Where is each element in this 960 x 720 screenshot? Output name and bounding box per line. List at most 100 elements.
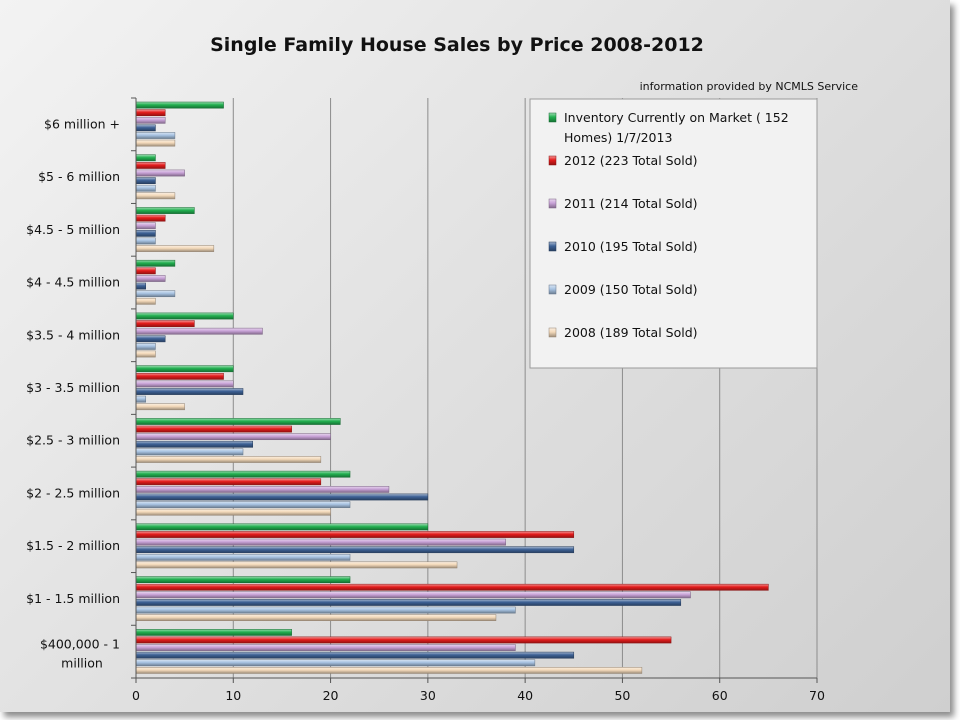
category-label: $2 - 2.5 million: [26, 485, 120, 500]
bar: [135, 207, 195, 214]
bar: [135, 561, 458, 569]
legend-swatch: [548, 284, 557, 295]
bar: [135, 320, 195, 327]
category-label: $5 - 6 million: [38, 169, 120, 184]
bar: [135, 651, 575, 659]
bar: [135, 403, 185, 411]
bar: [135, 576, 351, 583]
bar: [135, 606, 516, 614]
legend-label: Homes) 1/7/2013: [564, 130, 672, 145]
gridlines: [232, 98, 818, 678]
legend-swatch: [548, 112, 557, 123]
tick-labels: 0 10 20 30 40 50 60 70: [132, 688, 825, 703]
bar: [135, 245, 215, 252]
bar: [135, 433, 331, 441]
category-label: million: [61, 656, 103, 671]
bar: [135, 139, 176, 147]
bar: [135, 154, 156, 162]
bar: [135, 440, 253, 448]
bar: [135, 659, 536, 667]
bar: [135, 327, 263, 335]
bar: [135, 523, 429, 531]
bar: [135, 380, 234, 388]
bar: [135, 116, 166, 124]
bar: [135, 230, 156, 237]
bar: [135, 425, 292, 433]
bar: [135, 214, 166, 222]
bar: [135, 583, 769, 591]
bar: [135, 531, 575, 538]
bar: [135, 184, 156, 192]
bar: [135, 275, 166, 282]
bar: [135, 350, 156, 358]
bar: [135, 109, 166, 117]
legend-swatch: [548, 198, 557, 209]
bar: [135, 124, 156, 132]
bar: [135, 192, 176, 200]
category-label: $4 - 4.5 million: [26, 275, 120, 290]
category-label: $4.5 - 5 million: [26, 222, 120, 237]
category-label: $3 - 3.5 million: [26, 380, 120, 395]
bar: [135, 456, 322, 463]
legend-swatch: [548, 241, 557, 252]
x-tick-label: 10: [225, 688, 241, 703]
bars-group: [135, 101, 769, 674]
category-label: $1 - 1.5 million: [26, 591, 120, 606]
bar: [135, 448, 244, 456]
bar: [135, 501, 351, 508]
bar: [135, 470, 351, 478]
bar: [135, 478, 322, 486]
bar: [135, 644, 516, 651]
axes: [131, 97, 818, 683]
bar: [135, 259, 176, 267]
bar: [135, 546, 575, 554]
category-label: $2.5 - 3 million: [26, 433, 120, 448]
legend-swatch: [548, 327, 557, 338]
bar: [135, 282, 146, 290]
legend-label: 2008 (189 Total Sold): [564, 325, 698, 340]
bar: [135, 493, 429, 501]
category-label: $400,000 - 1: [40, 637, 120, 652]
bar: [135, 418, 341, 425]
bar: [135, 553, 351, 561]
bar: [135, 538, 506, 546]
bar: [135, 388, 244, 395]
legend: Inventory Currently on Market ( 152 Homes…: [529, 98, 818, 369]
bar: [135, 297, 156, 305]
bar: [135, 162, 166, 169]
bar: [135, 636, 672, 644]
x-tick-label: 20: [323, 688, 339, 703]
bar: [135, 395, 146, 403]
bar: [135, 486, 390, 493]
bar: [135, 629, 292, 636]
category-label: $6 million +: [44, 116, 120, 131]
bar: [135, 290, 176, 298]
bar: [135, 312, 234, 320]
category-label: $1.5 - 2 million: [26, 538, 120, 553]
bar: [135, 177, 156, 184]
bar: [135, 237, 156, 245]
chart-subtitle: information provided by NCMLS Service: [640, 80, 859, 93]
bar: [135, 508, 331, 516]
category-label: $3.5 - 4 million: [26, 327, 120, 342]
bar: [135, 614, 497, 621]
bar: [135, 599, 682, 606]
bar: [135, 169, 185, 177]
bar: [135, 132, 176, 139]
x-tick-label: 60: [712, 688, 728, 703]
legend-label: 2009 (150 Total Sold): [564, 282, 698, 297]
category-labels: $6 million + $5 - 6 million $4.5 - 5 milli…: [26, 116, 120, 670]
bar: [135, 343, 156, 350]
legend-label: 2012 (223 Total Sold): [564, 153, 698, 168]
bar: [135, 667, 643, 674]
x-tick-label: 50: [614, 688, 630, 703]
bar: [135, 222, 156, 230]
legend-label: 2010 (195 Total Sold): [564, 239, 698, 254]
bar: [135, 267, 156, 275]
x-tick-label: 40: [517, 688, 533, 703]
bar: [135, 591, 691, 599]
bar: [135, 372, 224, 380]
bar: [135, 335, 166, 343]
bar: [135, 365, 234, 373]
